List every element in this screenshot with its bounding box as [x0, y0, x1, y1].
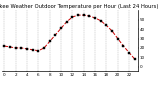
Title: Milwaukee Weather Outdoor Temperature per Hour (Last 24 Hours): Milwaukee Weather Outdoor Temperature pe…: [0, 4, 158, 9]
